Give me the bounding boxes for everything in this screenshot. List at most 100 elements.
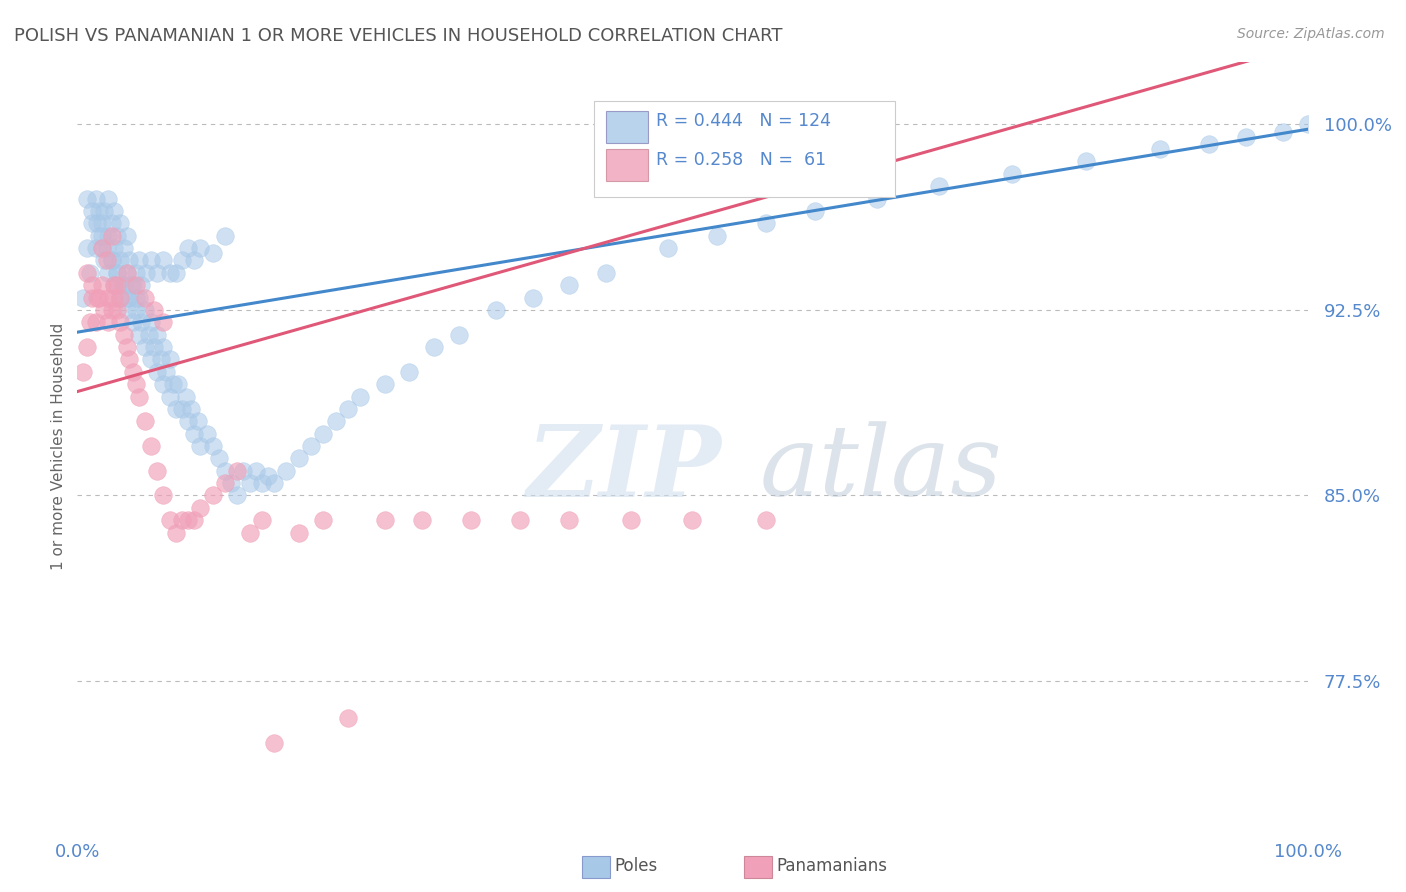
Point <box>134 302 156 317</box>
Point <box>312 426 335 441</box>
Point <box>103 203 125 218</box>
Point <box>374 377 396 392</box>
Point <box>125 291 148 305</box>
Point <box>928 179 950 194</box>
Point <box>325 414 347 428</box>
Point <box>423 340 446 354</box>
Point <box>159 390 181 404</box>
Point <box>177 513 200 527</box>
Point <box>112 241 135 255</box>
Point <box>1234 129 1257 144</box>
Point <box>232 464 254 478</box>
Point <box>152 253 174 268</box>
Point <box>188 241 212 255</box>
Point <box>134 291 156 305</box>
Point <box>250 513 273 527</box>
Point <box>84 241 107 255</box>
Point <box>89 228 111 243</box>
Point <box>263 476 285 491</box>
Point <box>141 315 163 329</box>
Point <box>312 513 335 527</box>
Point <box>89 203 111 218</box>
Point <box>866 192 889 206</box>
FancyBboxPatch shape <box>595 101 896 197</box>
FancyBboxPatch shape <box>606 149 648 181</box>
Point <box>128 390 150 404</box>
Point <box>76 241 98 255</box>
Point <box>97 192 120 206</box>
Point <box>460 513 482 527</box>
Text: atlas: atlas <box>761 421 1002 516</box>
Point <box>103 278 125 293</box>
Point <box>558 278 581 293</box>
Point <box>1076 154 1098 169</box>
Point <box>183 253 205 268</box>
Point <box>105 278 128 293</box>
Point <box>125 377 148 392</box>
Point <box>150 352 173 367</box>
Text: R = 0.444   N = 124: R = 0.444 N = 124 <box>655 112 831 130</box>
Point <box>134 340 156 354</box>
Point <box>118 352 141 367</box>
Point <box>245 464 267 478</box>
Point <box>411 513 433 527</box>
Point <box>214 464 236 478</box>
Point <box>121 365 143 379</box>
Point <box>93 203 115 218</box>
Point <box>165 525 187 540</box>
Point <box>129 315 153 329</box>
Point <box>101 216 124 230</box>
Point <box>105 266 128 280</box>
Point <box>90 241 114 255</box>
Point <box>146 464 169 478</box>
Point <box>755 216 778 230</box>
Point <box>90 216 114 230</box>
Point <box>1198 137 1220 152</box>
Point <box>1149 142 1171 156</box>
Point <box>146 327 169 342</box>
Point <box>79 266 101 280</box>
Point <box>121 278 143 293</box>
Point <box>299 439 322 453</box>
Point <box>201 488 224 502</box>
Point <box>174 390 197 404</box>
Point <box>159 266 181 280</box>
Point <box>103 291 125 305</box>
Point <box>288 451 311 466</box>
Point <box>110 216 132 230</box>
Text: R = 0.258   N =  61: R = 0.258 N = 61 <box>655 151 825 169</box>
Point <box>162 377 184 392</box>
Point <box>226 488 249 502</box>
Point <box>115 266 138 280</box>
Point <box>183 426 205 441</box>
Point <box>214 228 236 243</box>
Point <box>337 711 360 725</box>
Point <box>110 253 132 268</box>
Point <box>177 241 200 255</box>
Point <box>657 241 679 255</box>
Point <box>112 278 135 293</box>
Point <box>188 500 212 515</box>
Y-axis label: 1 or more Vehicles in Household: 1 or more Vehicles in Household <box>51 322 66 570</box>
Point <box>115 291 138 305</box>
Point <box>141 352 163 367</box>
Point <box>79 315 101 329</box>
Point <box>115 228 138 243</box>
Point <box>276 464 298 478</box>
Point <box>219 476 242 491</box>
Point <box>159 352 181 367</box>
Point <box>155 365 177 379</box>
Point <box>398 365 420 379</box>
Point <box>177 414 200 428</box>
Point <box>90 241 114 255</box>
Point <box>105 228 128 243</box>
Point <box>1296 117 1319 131</box>
Point <box>110 291 132 305</box>
Point <box>72 291 94 305</box>
Point <box>115 266 138 280</box>
Point <box>159 513 181 527</box>
Point <box>86 216 108 230</box>
Point <box>86 291 108 305</box>
Point <box>180 401 202 416</box>
Point <box>146 266 169 280</box>
